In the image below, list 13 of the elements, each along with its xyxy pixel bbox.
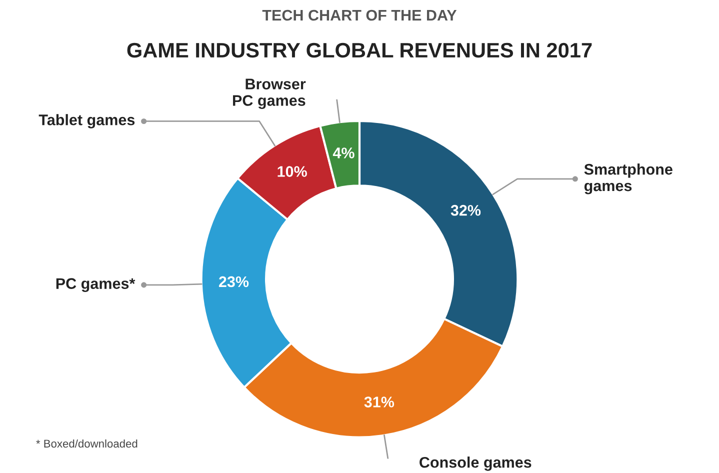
slice-label: Browser PC games: [233, 78, 306, 109]
data-label: 31%: [364, 396, 394, 408]
chart-subtitle: TECH CHART OF THE DAY: [262, 10, 457, 21]
slice-label: Tablet games: [38, 114, 135, 128]
data-label: 32%: [450, 204, 481, 216]
data-label: 4%: [332, 148, 354, 158]
slice-label: Smartphone games: [584, 164, 672, 194]
slice-label: Console games: [420, 456, 532, 471]
chart-title: GAME INDUSTRY GLOBAL REVENUES IN 2017: [127, 42, 592, 58]
slice-label: PC games*: [56, 278, 136, 292]
data-label: 23%: [218, 276, 249, 288]
data-label: 10%: [278, 166, 307, 177]
text: * Boxed/downloaded: [36, 439, 138, 448]
